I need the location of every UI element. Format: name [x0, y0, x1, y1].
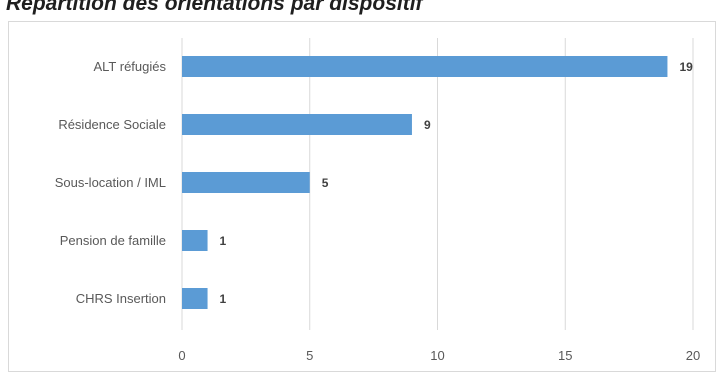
x-tick-label: 0: [178, 348, 185, 363]
data-label: 19: [679, 60, 693, 74]
category-label: Résidence Sociale: [58, 117, 166, 132]
x-tick-labels: 0 5 10 15 20: [178, 348, 700, 363]
x-tick-label: 5: [306, 348, 313, 363]
category-label: Sous-location / IML: [55, 175, 166, 190]
data-labels: 19 9 5 1 1: [220, 60, 694, 306]
bar: [182, 230, 208, 251]
bar: [182, 56, 668, 77]
data-label: 5: [322, 176, 329, 190]
x-tick-label: 15: [558, 348, 572, 363]
bar: [182, 172, 310, 193]
bar: [182, 288, 208, 309]
bar: [182, 114, 412, 135]
category-labels: ALT réfugiés Résidence Sociale Sous-locati…: [55, 59, 167, 306]
data-label: 1: [220, 292, 227, 306]
category-label: CHRS Insertion: [76, 291, 166, 306]
data-label: 9: [424, 118, 431, 132]
x-tick-label: 10: [430, 348, 444, 363]
data-label: 1: [220, 234, 227, 248]
chart-title: Répartition des orientations par disposi…: [6, 0, 423, 15]
x-tick-label: 20: [686, 348, 700, 363]
category-label: ALT réfugiés: [93, 59, 166, 74]
category-label: Pension de famille: [60, 233, 166, 248]
bars: [182, 56, 668, 309]
chart-frame: [8, 21, 716, 372]
